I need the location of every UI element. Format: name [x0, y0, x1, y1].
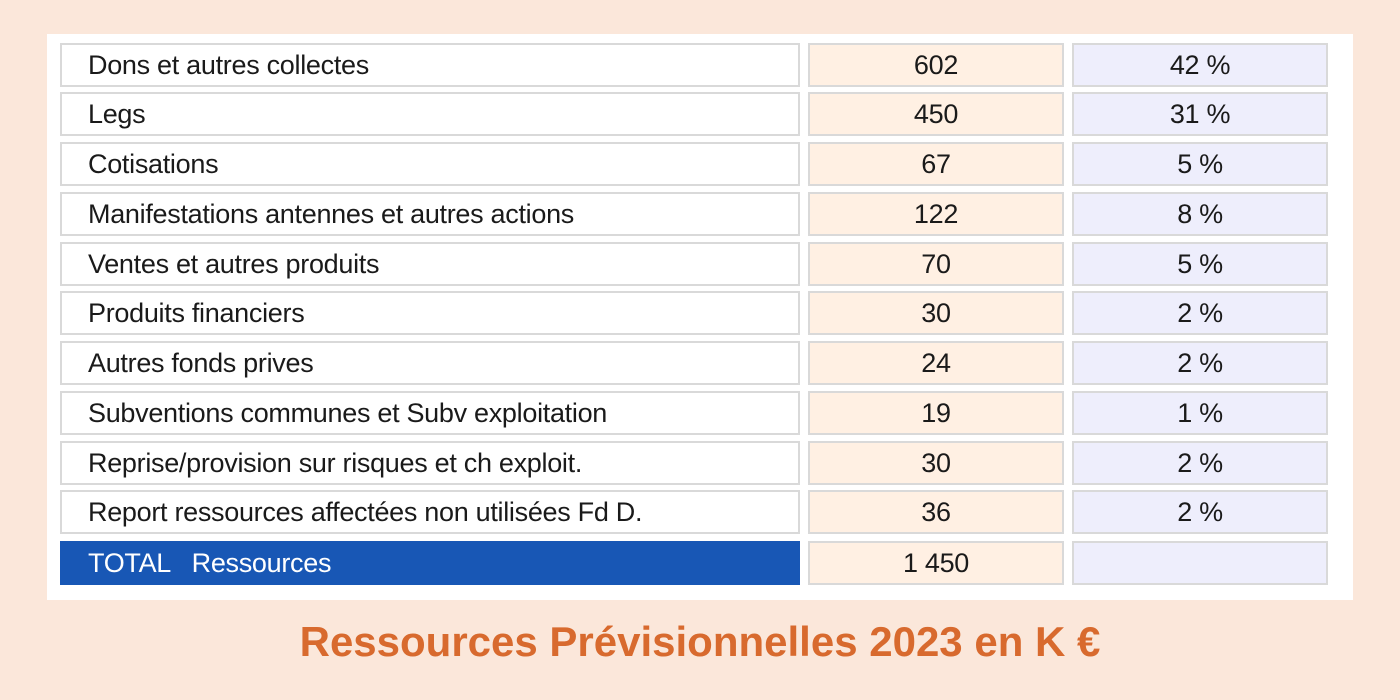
- row-label: Legs: [60, 92, 800, 136]
- total-value: 1 450: [808, 541, 1064, 585]
- row-value: 602: [808, 43, 1064, 87]
- total-label: TOTAL Ressources: [60, 541, 800, 585]
- row-label: Reprise/provision sur risques et ch expl…: [60, 441, 800, 485]
- row-percent: 2 %: [1072, 341, 1328, 385]
- row-label: Dons et autres collectes: [60, 43, 800, 87]
- row-value: 36: [808, 490, 1064, 534]
- table-row: Autres fonds prives 24 2 %: [60, 341, 1330, 385]
- row-label: Ventes et autres produits: [60, 242, 800, 286]
- row-label: Manifestations antennes et autres action…: [60, 192, 800, 236]
- row-percent: 2 %: [1072, 291, 1328, 335]
- table-row: Dons et autres collectes 602 42 %: [60, 43, 1330, 87]
- row-value: 19: [808, 391, 1064, 435]
- row-value: 67: [808, 142, 1064, 186]
- row-value: 24: [808, 341, 1064, 385]
- row-percent: 31 %: [1072, 92, 1328, 136]
- row-percent: 1 %: [1072, 391, 1328, 435]
- caption-title: Ressources Prévisionnelles 2023 en K €: [299, 618, 1101, 665]
- row-percent: 42 %: [1072, 43, 1328, 87]
- table-row: Legs 450 31 %: [60, 92, 1330, 136]
- row-value: 70: [808, 242, 1064, 286]
- table-row: Manifestations antennes et autres action…: [60, 192, 1330, 236]
- table-row: Produits financiers 30 2 %: [60, 291, 1330, 335]
- total-percent: [1072, 541, 1328, 585]
- row-percent: 8 %: [1072, 192, 1328, 236]
- total-row: TOTAL Ressources 1 450: [60, 541, 1330, 585]
- table-row: Cotisations 67 5 %: [60, 142, 1330, 186]
- table-row: Ventes et autres produits 70 5 %: [60, 242, 1330, 286]
- table-row: Report ressources affectées non utilisée…: [60, 490, 1330, 534]
- row-label: Subventions communes et Subv exploitatio…: [60, 391, 800, 435]
- row-percent: 2 %: [1072, 441, 1328, 485]
- row-label: Cotisations: [60, 142, 800, 186]
- row-percent: 5 %: [1072, 142, 1328, 186]
- row-percent: 2 %: [1072, 490, 1328, 534]
- row-label: Report ressources affectées non utilisée…: [60, 490, 800, 534]
- row-value: 30: [808, 291, 1064, 335]
- row-value: 450: [808, 92, 1064, 136]
- row-percent: 5 %: [1072, 242, 1328, 286]
- row-value: 30: [808, 441, 1064, 485]
- row-label: Produits financiers: [60, 291, 800, 335]
- table-row: Reprise/provision sur risques et ch expl…: [60, 441, 1330, 485]
- row-value: 122: [808, 192, 1064, 236]
- row-label: Autres fonds prives: [60, 341, 800, 385]
- table-row: Subventions communes et Subv exploitatio…: [60, 391, 1330, 435]
